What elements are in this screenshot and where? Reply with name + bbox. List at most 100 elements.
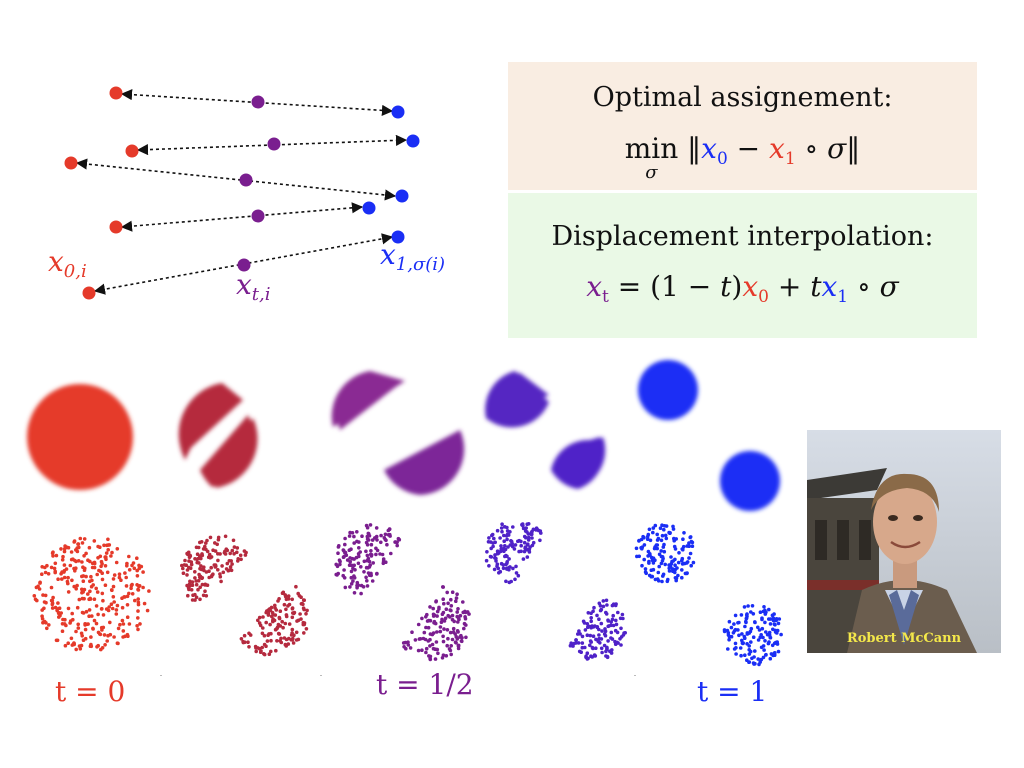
cloud-point-t025 [221, 570, 226, 575]
cloud-point-t025 [294, 584, 298, 589]
cloud-point-t05 [441, 634, 445, 639]
cloud-point-t05 [455, 592, 459, 596]
cloud-point-t1 [776, 649, 781, 654]
cloud-point-t0 [64, 567, 69, 571]
cloud-point-t0 [46, 572, 51, 576]
cloud-point-t1 [772, 641, 777, 646]
cloud-point-t075 [610, 617, 615, 622]
cloud-point-t1 [747, 648, 751, 652]
cloud-point-t0 [107, 543, 112, 547]
cloud-point-t1 [767, 630, 772, 635]
time-label-start: t = 0 [55, 675, 126, 708]
cloud-point-t025 [286, 642, 291, 646]
cloud-point-t05 [454, 641, 458, 645]
cloud-point-t025 [225, 561, 230, 566]
cloud-point-t0 [116, 626, 121, 631]
cloud-point-t025 [193, 570, 197, 574]
cloud-point-t05 [452, 619, 457, 624]
cloud-point-t05 [456, 644, 461, 649]
cloud-point-t075 [505, 529, 510, 533]
cloud-point-t0 [66, 581, 70, 586]
cloud-point-t025 [199, 576, 204, 580]
cloud-point-t05 [454, 634, 459, 639]
cloud-point-t1 [646, 532, 651, 537]
cloud-point-t075 [592, 605, 596, 610]
cloud-point-t05 [375, 572, 379, 576]
cloud-point-t0 [125, 594, 130, 599]
cloud-point-t05 [422, 630, 427, 635]
cloud-point-t1 [680, 562, 685, 566]
cloud-point-t05 [449, 608, 453, 613]
cloud-point-t1 [687, 541, 691, 545]
cloud-point-t025 [230, 562, 234, 566]
cloud-point-t075 [585, 633, 590, 637]
cloud-point-t0 [75, 583, 79, 588]
cloud-point-t05 [379, 540, 383, 545]
cloud-point-t0 [53, 561, 58, 566]
cloud-point-t05 [424, 625, 428, 630]
cloud-point-t0 [62, 563, 67, 567]
cloud-point-t05 [361, 585, 366, 589]
cloud-point-t075 [606, 639, 610, 643]
cloud-point-t075 [587, 624, 592, 629]
cloud-point-t0 [92, 561, 97, 566]
cloud-point-t075 [586, 611, 591, 615]
cloud-point-t025 [228, 568, 232, 572]
cloud-point-t05 [369, 553, 374, 557]
cloud-point-t025 [229, 559, 233, 563]
cloud-point-t075 [597, 627, 601, 632]
cloud-point-t025 [301, 598, 306, 602]
cloud-point-t05 [451, 630, 456, 634]
cloud-point-t075 [499, 544, 503, 548]
cloud-point-t025 [275, 639, 279, 643]
cloud-point-t0 [96, 612, 100, 617]
cloud-point-t05 [362, 570, 366, 574]
cloud-point-t05 [395, 543, 400, 548]
cloud-point-t0 [56, 610, 61, 615]
cloud-point-t05 [343, 542, 347, 547]
cloud-point-t1 [749, 626, 754, 631]
cloud-point-t05 [462, 626, 466, 631]
cloud-point-t05 [464, 635, 468, 640]
cloud-point-t1 [659, 538, 664, 543]
cloud-point-t0 [136, 627, 140, 632]
cloud-point-t025 [286, 597, 291, 601]
cloud-point-t05 [424, 650, 428, 655]
cloud-point-t0 [66, 545, 71, 550]
cloud-point-t075 [501, 563, 506, 567]
cloud-point-t0 [112, 573, 117, 577]
cloud-point-t1 [751, 635, 756, 639]
cloud-point-t05 [443, 616, 448, 621]
cloud-point-t025 [209, 565, 213, 570]
cloud-point-t05 [362, 559, 367, 564]
cloud-point-t025 [274, 648, 278, 653]
cloud-point-t075 [583, 628, 588, 632]
cloud-point-t0 [112, 600, 116, 604]
cloud-point-t05 [440, 612, 445, 616]
cloud-point-t075 [598, 604, 603, 608]
cloud-point-t025 [264, 610, 269, 615]
cloud-point-t0 [115, 603, 120, 608]
cloud-point-t1 [753, 620, 757, 624]
cloud-point-t0 [124, 575, 128, 580]
cloud-point-t05 [428, 657, 433, 662]
cloud-point-t075 [599, 607, 604, 612]
cloud-point-t075 [489, 546, 494, 551]
cloud-point-t025 [283, 621, 288, 626]
cloud-point-t025 [301, 622, 306, 627]
cloud-point-t05 [454, 599, 458, 603]
cloud-point-t0 [69, 550, 74, 554]
cloud-point-t0 [74, 629, 78, 634]
cloud-point-t075 [536, 528, 541, 533]
cloud-point-t025 [224, 567, 229, 571]
target-point [362, 201, 376, 215]
cloud-point-t025 [277, 632, 282, 636]
cloud-point-t075 [589, 619, 593, 624]
cloud-point-t0 [35, 598, 39, 603]
cloud-point-t075 [486, 540, 491, 544]
cloud-point-t0 [109, 602, 114, 606]
cloud-point-t0 [72, 539, 77, 543]
cloud-point-t0 [87, 614, 91, 618]
cloud-point-t1 [640, 545, 645, 549]
cloud-point-t025 [201, 593, 206, 598]
